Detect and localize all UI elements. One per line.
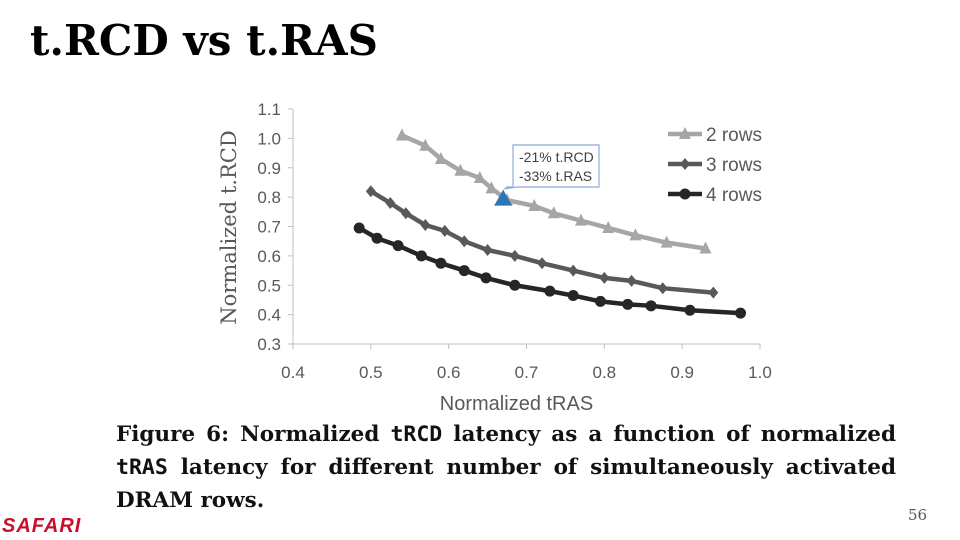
data-point (602, 220, 615, 233)
caption-term-tras: tRAS (116, 455, 168, 480)
highlight-point (494, 189, 513, 206)
y-tick-label: 0.5 (257, 276, 281, 295)
x-axis-label: Normalized tRAS (440, 393, 593, 415)
data-point (629, 228, 642, 241)
data-point (434, 151, 447, 164)
data-point (626, 274, 637, 287)
y-tick-label: 0.4 (257, 306, 281, 325)
data-point (371, 232, 383, 244)
x-tick-label: 0.7 (515, 363, 539, 382)
data-point (657, 282, 668, 295)
data-point (353, 222, 365, 234)
x-tick-label: 0.5 (359, 363, 383, 382)
x-tick-label: 0.8 (593, 363, 617, 382)
data-point (537, 257, 548, 270)
chart-axes: 0.30.40.50.60.70.80.91.01.10.4 0.5 0.6 0.7 0… (217, 100, 772, 415)
data-point (485, 181, 498, 194)
callout-box (503, 144, 600, 190)
data-point (454, 163, 467, 176)
data-point (459, 235, 470, 248)
y-tick-label: 0.7 (257, 218, 281, 237)
legend-label: 2 rows (706, 125, 762, 146)
safari-logo: SAFARI (2, 515, 82, 537)
y-tick-label: 0.8 (257, 188, 281, 207)
data-point (419, 138, 432, 151)
caption-text: latency for different number of simultan… (116, 455, 896, 513)
data-point (482, 244, 493, 256)
caption-text: latency as a function of normalized (442, 422, 896, 447)
data-point (439, 224, 450, 237)
caption-text: Figure 6: Normalized (116, 422, 391, 447)
data-point (509, 279, 521, 291)
data-point (473, 171, 486, 184)
caption-term-trcd: tRCD (390, 422, 443, 447)
series-line (358, 226, 741, 316)
legend-label: 4 rows (706, 185, 762, 206)
data-point (699, 241, 712, 254)
data-point (567, 290, 579, 302)
data-point (420, 219, 431, 232)
data-point (528, 198, 541, 211)
callout-text: -21% t.RCD (519, 149, 594, 165)
data-point (568, 264, 579, 277)
data-point (415, 250, 427, 262)
x-tick-label: 1.0 (748, 363, 772, 382)
data-point (544, 285, 556, 297)
data-point (509, 249, 520, 262)
legend-marker (679, 188, 691, 200)
y-tick-label: 0.9 (257, 159, 281, 178)
data-point (480, 272, 492, 284)
y-tick-label: 1.1 (257, 100, 281, 119)
callout-text: -33% t.RAS (519, 168, 592, 184)
x-tick-label: 0.9 (670, 363, 694, 382)
y-tick-label: 0.6 (257, 247, 281, 266)
x-tick-label: 0.6 (437, 363, 461, 382)
data-point (458, 265, 470, 277)
data-point (365, 185, 376, 198)
legend-item: 3 rows (668, 155, 762, 176)
chart: 0.30.40.50.60.70.80.91.01.10.4 0.5 0.6 0.7 0… (217, 100, 772, 415)
x-tick-label: 0.4 (281, 363, 305, 382)
legend-marker (680, 158, 690, 170)
legend-item: 4 rows (668, 185, 762, 206)
data-point (385, 197, 396, 209)
series-3-rows (365, 185, 719, 299)
data-point (645, 300, 657, 312)
series-4-rows (353, 222, 747, 319)
page-number: 56 (908, 506, 928, 524)
slide-title: t.RCD vs t.RAS (30, 16, 378, 65)
data-point (735, 307, 747, 319)
data-point (684, 304, 696, 316)
data-point (574, 213, 587, 226)
data-point (395, 128, 408, 141)
data-point (547, 206, 560, 219)
y-tick-label: 1.0 (257, 129, 281, 148)
data-point (622, 298, 634, 310)
legend-label: 3 rows (706, 155, 762, 176)
y-axis-label: Normalized t.RCD (217, 130, 241, 324)
data-point (400, 207, 411, 220)
data-point (435, 257, 447, 269)
y-tick-label: 0.3 (257, 335, 281, 354)
legend-item: 2 rows (668, 125, 762, 146)
chart-legend: 2 rows 3 rows 4 rows (668, 125, 762, 206)
chart-annotation: -21% t.RCD -33% t.RAS (494, 144, 600, 206)
data-point (594, 295, 606, 307)
data-point (660, 235, 673, 248)
data-point (599, 271, 610, 284)
figure-caption: Figure 6: Normalized tRCD latency as a f… (116, 418, 896, 517)
data-point (392, 240, 404, 252)
chart-series (353, 128, 747, 319)
data-point (708, 286, 719, 299)
legend-marker (679, 127, 691, 139)
